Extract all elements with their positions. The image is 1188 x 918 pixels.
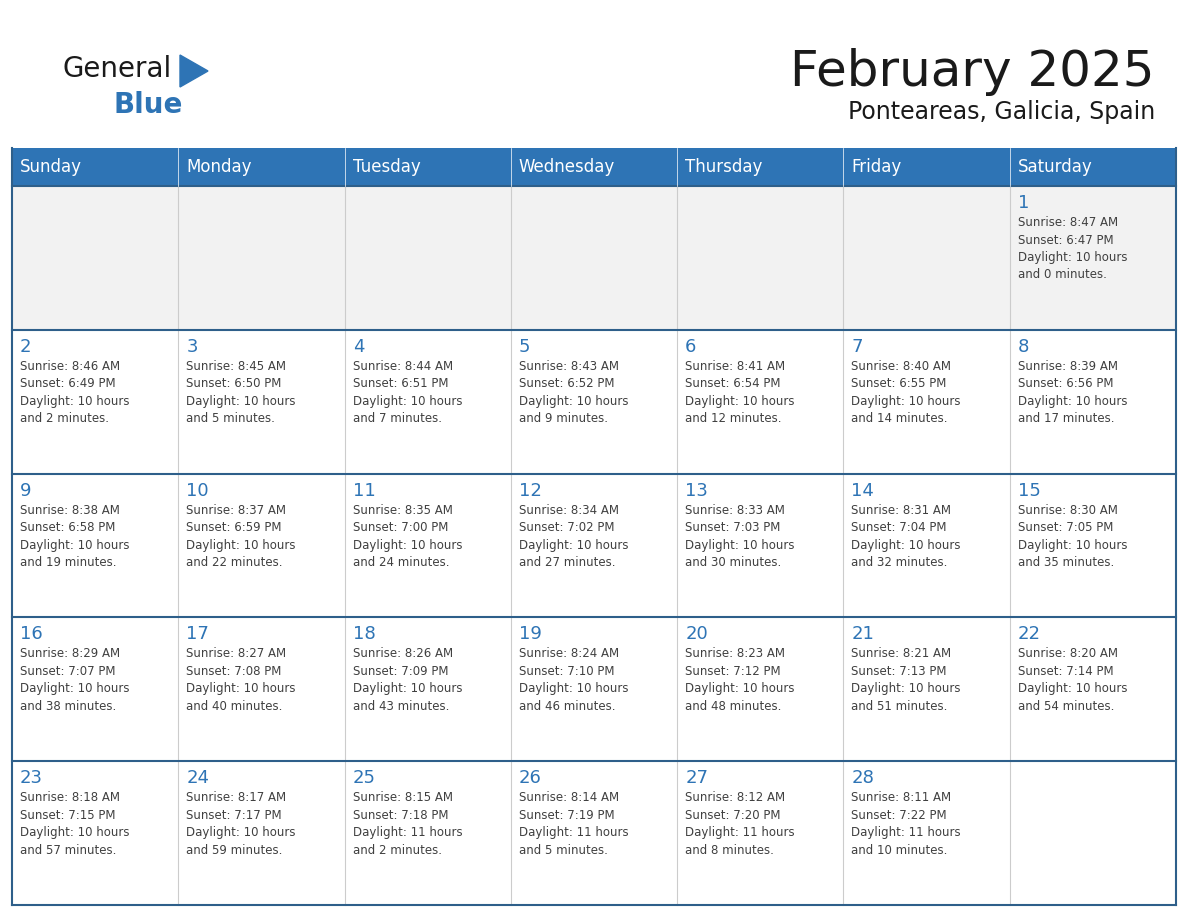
Text: 22: 22	[1018, 625, 1041, 644]
Text: Sunrise: 8:43 AM
Sunset: 6:52 PM
Daylight: 10 hours
and 9 minutes.: Sunrise: 8:43 AM Sunset: 6:52 PM Dayligh…	[519, 360, 628, 425]
Text: Sunrise: 8:44 AM
Sunset: 6:51 PM
Daylight: 10 hours
and 7 minutes.: Sunrise: 8:44 AM Sunset: 6:51 PM Dayligh…	[353, 360, 462, 425]
Text: Thursday: Thursday	[685, 158, 763, 176]
Text: Sunrise: 8:35 AM
Sunset: 7:00 PM
Daylight: 10 hours
and 24 minutes.: Sunrise: 8:35 AM Sunset: 7:00 PM Dayligh…	[353, 504, 462, 569]
Text: 14: 14	[852, 482, 874, 499]
Text: 13: 13	[685, 482, 708, 499]
Text: Sunrise: 8:37 AM
Sunset: 6:59 PM
Daylight: 10 hours
and 22 minutes.: Sunrise: 8:37 AM Sunset: 6:59 PM Dayligh…	[187, 504, 296, 569]
Text: Sunrise: 8:24 AM
Sunset: 7:10 PM
Daylight: 10 hours
and 46 minutes.: Sunrise: 8:24 AM Sunset: 7:10 PM Dayligh…	[519, 647, 628, 713]
Text: Saturday: Saturday	[1018, 158, 1093, 176]
Bar	[12, 761, 1176, 905]
Text: 3: 3	[187, 338, 197, 356]
Text: February 2025: February 2025	[790, 48, 1155, 96]
Text: Sunrise: 8:27 AM
Sunset: 7:08 PM
Daylight: 10 hours
and 40 minutes.: Sunrise: 8:27 AM Sunset: 7:08 PM Dayligh…	[187, 647, 296, 713]
Text: Sunrise: 8:38 AM
Sunset: 6:58 PM
Daylight: 10 hours
and 19 minutes.: Sunrise: 8:38 AM Sunset: 6:58 PM Dayligh…	[20, 504, 129, 569]
Text: General: General	[62, 55, 171, 83]
Text: Sunrise: 8:46 AM
Sunset: 6:49 PM
Daylight: 10 hours
and 2 minutes.: Sunrise: 8:46 AM Sunset: 6:49 PM Dayligh…	[20, 360, 129, 425]
Text: Sunrise: 8:20 AM
Sunset: 7:14 PM
Daylight: 10 hours
and 54 minutes.: Sunrise: 8:20 AM Sunset: 7:14 PM Dayligh…	[1018, 647, 1127, 713]
Text: 19: 19	[519, 625, 542, 644]
Text: Sunrise: 8:40 AM
Sunset: 6:55 PM
Daylight: 10 hours
and 14 minutes.: Sunrise: 8:40 AM Sunset: 6:55 PM Dayligh…	[852, 360, 961, 425]
Text: 5: 5	[519, 338, 530, 356]
Text: 9: 9	[20, 482, 32, 499]
Text: Sunrise: 8:12 AM
Sunset: 7:20 PM
Daylight: 11 hours
and 8 minutes.: Sunrise: 8:12 AM Sunset: 7:20 PM Dayligh…	[685, 791, 795, 856]
Text: Sunrise: 8:21 AM
Sunset: 7:13 PM
Daylight: 10 hours
and 51 minutes.: Sunrise: 8:21 AM Sunset: 7:13 PM Dayligh…	[852, 647, 961, 713]
Text: 25: 25	[353, 769, 375, 788]
Bar	[12, 618, 1176, 761]
Text: 18: 18	[353, 625, 375, 644]
Text: 15: 15	[1018, 482, 1041, 499]
Text: Tuesday: Tuesday	[353, 158, 421, 176]
Text: Sunrise: 8:31 AM
Sunset: 7:04 PM
Daylight: 10 hours
and 32 minutes.: Sunrise: 8:31 AM Sunset: 7:04 PM Dayligh…	[852, 504, 961, 569]
Text: Sunrise: 8:18 AM
Sunset: 7:15 PM
Daylight: 10 hours
and 57 minutes.: Sunrise: 8:18 AM Sunset: 7:15 PM Dayligh…	[20, 791, 129, 856]
Text: Sunrise: 8:34 AM
Sunset: 7:02 PM
Daylight: 10 hours
and 27 minutes.: Sunrise: 8:34 AM Sunset: 7:02 PM Dayligh…	[519, 504, 628, 569]
Text: 8: 8	[1018, 338, 1029, 356]
Text: Sunrise: 8:39 AM
Sunset: 6:56 PM
Daylight: 10 hours
and 17 minutes.: Sunrise: 8:39 AM Sunset: 6:56 PM Dayligh…	[1018, 360, 1127, 425]
Text: 20: 20	[685, 625, 708, 644]
Text: 23: 23	[20, 769, 43, 788]
Bar	[12, 148, 1176, 186]
Text: Sunrise: 8:26 AM
Sunset: 7:09 PM
Daylight: 10 hours
and 43 minutes.: Sunrise: 8:26 AM Sunset: 7:09 PM Dayligh…	[353, 647, 462, 713]
Bar	[12, 474, 1176, 618]
Text: Sunrise: 8:17 AM
Sunset: 7:17 PM
Daylight: 10 hours
and 59 minutes.: Sunrise: 8:17 AM Sunset: 7:17 PM Dayligh…	[187, 791, 296, 856]
Text: 12: 12	[519, 482, 542, 499]
Polygon shape	[181, 55, 208, 87]
Text: 24: 24	[187, 769, 209, 788]
Text: Sunrise: 8:23 AM
Sunset: 7:12 PM
Daylight: 10 hours
and 48 minutes.: Sunrise: 8:23 AM Sunset: 7:12 PM Dayligh…	[685, 647, 795, 713]
Text: 2: 2	[20, 338, 32, 356]
Text: Sunrise: 8:47 AM
Sunset: 6:47 PM
Daylight: 10 hours
and 0 minutes.: Sunrise: 8:47 AM Sunset: 6:47 PM Dayligh…	[1018, 216, 1127, 282]
Text: Sunrise: 8:45 AM
Sunset: 6:50 PM
Daylight: 10 hours
and 5 minutes.: Sunrise: 8:45 AM Sunset: 6:50 PM Dayligh…	[187, 360, 296, 425]
Text: 1: 1	[1018, 194, 1029, 212]
Bar	[12, 330, 1176, 474]
Text: Friday: Friday	[852, 158, 902, 176]
Text: Sunrise: 8:14 AM
Sunset: 7:19 PM
Daylight: 11 hours
and 5 minutes.: Sunrise: 8:14 AM Sunset: 7:19 PM Dayligh…	[519, 791, 628, 856]
Text: 27: 27	[685, 769, 708, 788]
Text: 21: 21	[852, 625, 874, 644]
Text: Sunrise: 8:33 AM
Sunset: 7:03 PM
Daylight: 10 hours
and 30 minutes.: Sunrise: 8:33 AM Sunset: 7:03 PM Dayligh…	[685, 504, 795, 569]
Text: Monday: Monday	[187, 158, 252, 176]
Text: Sunrise: 8:30 AM
Sunset: 7:05 PM
Daylight: 10 hours
and 35 minutes.: Sunrise: 8:30 AM Sunset: 7:05 PM Dayligh…	[1018, 504, 1127, 569]
Text: 7: 7	[852, 338, 862, 356]
Text: Sunrise: 8:41 AM
Sunset: 6:54 PM
Daylight: 10 hours
and 12 minutes.: Sunrise: 8:41 AM Sunset: 6:54 PM Dayligh…	[685, 360, 795, 425]
Text: 26: 26	[519, 769, 542, 788]
Text: Blue: Blue	[114, 91, 183, 119]
Text: Sunrise: 8:29 AM
Sunset: 7:07 PM
Daylight: 10 hours
and 38 minutes.: Sunrise: 8:29 AM Sunset: 7:07 PM Dayligh…	[20, 647, 129, 713]
Text: Sunrise: 8:11 AM
Sunset: 7:22 PM
Daylight: 11 hours
and 10 minutes.: Sunrise: 8:11 AM Sunset: 7:22 PM Dayligh…	[852, 791, 961, 856]
Text: 17: 17	[187, 625, 209, 644]
Text: 4: 4	[353, 338, 364, 356]
Text: 16: 16	[20, 625, 43, 644]
Text: 10: 10	[187, 482, 209, 499]
Text: 11: 11	[353, 482, 375, 499]
Text: Wednesday: Wednesday	[519, 158, 615, 176]
Text: Sunrise: 8:15 AM
Sunset: 7:18 PM
Daylight: 11 hours
and 2 minutes.: Sunrise: 8:15 AM Sunset: 7:18 PM Dayligh…	[353, 791, 462, 856]
Text: 28: 28	[852, 769, 874, 788]
Text: Ponteareas, Galicia, Spain: Ponteareas, Galicia, Spain	[848, 100, 1155, 124]
Text: 6: 6	[685, 338, 696, 356]
Text: Sunday: Sunday	[20, 158, 82, 176]
Bar	[12, 186, 1176, 330]
